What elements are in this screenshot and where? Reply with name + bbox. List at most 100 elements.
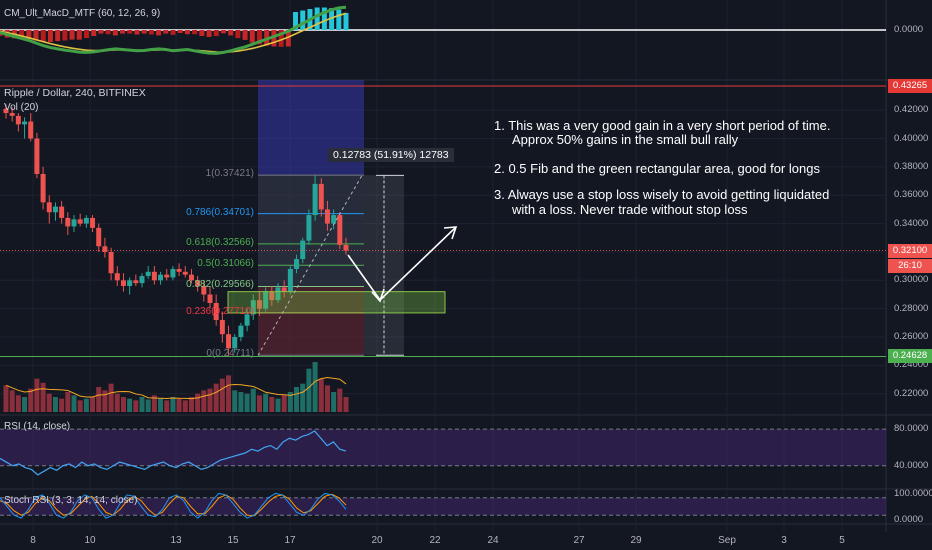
candle-body: [219, 320, 225, 335]
volume-bar: [250, 388, 256, 412]
fib-level-label: 1(0.37421): [205, 168, 254, 180]
fib-level-label: 0(0.24711): [206, 348, 254, 360]
candle-body: [324, 209, 330, 224]
volume-bar: [120, 397, 126, 412]
volume-bar: [108, 383, 114, 412]
measure-label: 0.12783 (51.91%) 12783: [328, 148, 454, 162]
candle-body: [3, 108, 9, 114]
chart-title[interactable]: Ripple / Dollar, 240, BITFINEX: [4, 87, 146, 99]
candle-body: [195, 280, 201, 286]
candle-body: [22, 121, 28, 125]
macd-histogram-bar: [141, 30, 147, 34]
candle-body: [318, 183, 324, 210]
drawings: [0, 85, 886, 357]
y-tick-label: 0.26000: [894, 331, 929, 343]
volume-bar: [281, 395, 287, 412]
rsi-band: [0, 429, 886, 466]
macd-histogram-bar: [192, 30, 198, 35]
macd-histogram-bar: [148, 30, 154, 35]
x-tick-label: 5: [839, 535, 845, 546]
macd-histogram-bar: [76, 30, 82, 40]
volume-bar: [15, 395, 21, 412]
y-tick-label: 0.34000: [894, 217, 929, 229]
volume-bar: [71, 395, 77, 412]
candle-body: [343, 244, 349, 251]
volume-bar: [52, 397, 58, 412]
annotation-line-2: 2. 0.5 Fib and the green rectangular are…: [494, 161, 820, 176]
x-tick-label: 20: [371, 535, 383, 546]
candle-body: [127, 280, 133, 286]
volume-bar: [213, 383, 219, 412]
macd-indicator-title[interactable]: CM_Ult_MacD_MTF (60, 12, 26, 9): [4, 8, 161, 19]
volume-bar: [287, 392, 293, 412]
resistance-price-label: 0.43265: [888, 79, 932, 93]
macd-line: [0, 5, 347, 55]
macd-histogram-bar: [257, 30, 262, 45]
candle-body: [294, 259, 300, 269]
x-tick-label: 17: [284, 535, 296, 546]
volume-bar: [318, 378, 324, 412]
macd-histogram-bar: [112, 30, 118, 36]
x-tick-label: 15: [227, 535, 239, 546]
macd-histogram-bar: [156, 30, 162, 36]
macd-histogram-bar: [26, 30, 32, 39]
y-tick-label: 0.22000: [894, 387, 929, 399]
volume-bar: [331, 392, 337, 412]
annotation-line-3a: 3. Always use a stop loss wisely to avoi…: [494, 187, 830, 202]
stochrsi-indicator-title[interactable]: Stoch RSI (3, 3, 14, 14, close): [4, 495, 138, 506]
countdown-label: 26:10: [888, 258, 932, 273]
volume-ma-line: [5, 377, 347, 400]
x-tick-label: 8: [30, 535, 36, 546]
volume-bar: [164, 400, 170, 412]
rsi-indicator-title[interactable]: RSI (14, close): [4, 421, 71, 432]
volume-bar: [226, 375, 232, 412]
fib-level-label: 0.382(0.29566): [186, 279, 254, 291]
volume-bar: [145, 399, 151, 412]
macd-histogram-bar: [242, 30, 248, 40]
macd-histogram-bar: [336, 9, 342, 30]
candle-body: [201, 285, 207, 295]
candle-body: [102, 246, 108, 252]
trend-dashed-line: [257, 175, 363, 356]
x-tick-label: 27: [573, 535, 585, 546]
volume-bar: [256, 395, 262, 412]
volume-bar: [9, 390, 15, 412]
volume-bar: [244, 393, 250, 412]
volume-bar: [59, 398, 65, 412]
x-tick-label: 10: [84, 535, 96, 546]
stochrsi-d-line: [0, 493, 347, 517]
volume-indicator-title[interactable]: Vol (20): [4, 102, 39, 113]
candle-body: [337, 215, 343, 245]
stochrsi-k-line: [0, 492, 347, 519]
volume-bar: [77, 400, 83, 412]
rsi-line: [0, 430, 347, 476]
volume-bar: [158, 398, 164, 412]
candle-body: [250, 300, 256, 315]
candle-body: [77, 219, 83, 224]
macd-histogram-bar: [285, 30, 291, 47]
volume-bar: [83, 398, 89, 412]
macd-histogram-bar: [62, 30, 68, 41]
volume-bar: [46, 393, 52, 412]
annotation-line-1a: 1. This was a very good gain in a very s…: [494, 118, 831, 133]
macd-histogram-bar: [134, 30, 140, 35]
support-price-label: 0.24628: [888, 349, 932, 364]
volume-bar: [300, 383, 306, 412]
y-tick-label: 0.40000: [894, 132, 929, 144]
volume-bar: [176, 398, 182, 412]
macd-histogram-bar: [228, 30, 234, 36]
candle-body: [34, 138, 40, 174]
grid-lines: [0, 0, 932, 532]
macd-histogram-bar: [278, 30, 284, 47]
macd-histogram-bar: [40, 30, 46, 42]
candle-body: [28, 121, 34, 139]
volume-bar: [65, 392, 71, 412]
volume-bar: [219, 378, 225, 412]
macd-histogram-bar: [19, 30, 25, 39]
candle-body: [170, 268, 176, 278]
macd-histogram-bar: [120, 30, 126, 34]
macd-histogram-bar: [105, 30, 111, 35]
macd-histogram-bar: [127, 30, 133, 34]
y-tick-label: 0.36000: [894, 189, 929, 201]
